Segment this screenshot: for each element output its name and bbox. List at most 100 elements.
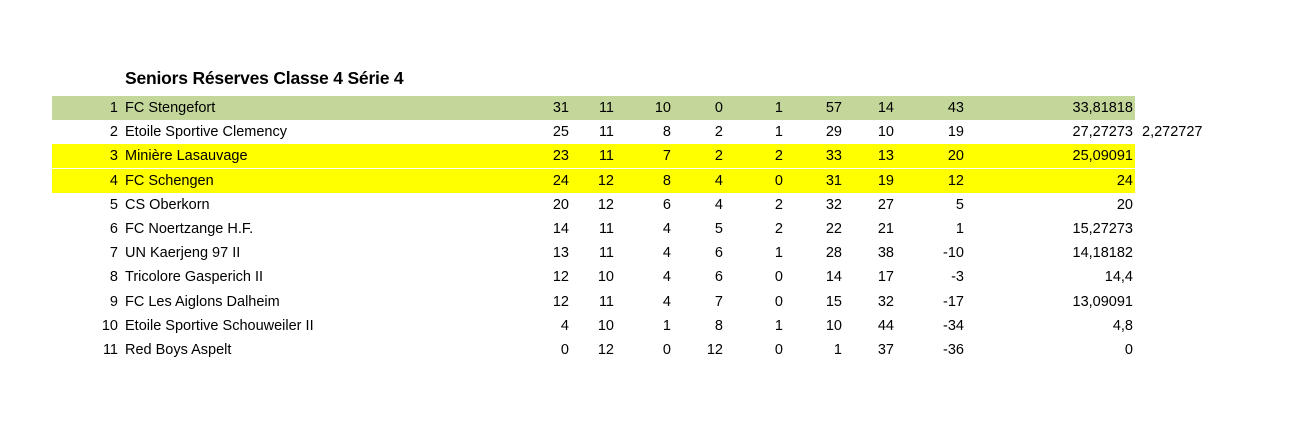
team-name-cell: Etoile Sportive Schouweiler II bbox=[125, 317, 314, 334]
goals-against-cell: 19 bbox=[877, 172, 894, 189]
drawn-cell: 0 bbox=[774, 269, 783, 286]
table-title: Seniors Réserves Classe 4 Série 4 bbox=[125, 68, 404, 88]
ratio-cell: 14,18182 bbox=[1072, 245, 1133, 262]
goal-difference-cell: 5 bbox=[955, 196, 964, 213]
table-row: 8 Tricolore Gasperich II 12 10 4 6 0 14 17 -3 14,4 bbox=[52, 265, 1135, 289]
table-row: 1 FC Stengefort 31 11 10 0 1 57 14 43 33,81818 bbox=[52, 96, 1135, 120]
team-name-cell: CS Oberkorn bbox=[125, 196, 210, 213]
team-name-cell: Red Boys Aspelt bbox=[125, 342, 232, 358]
points-cell: 31 bbox=[552, 100, 569, 116]
goals-against-cell: 14 bbox=[877, 100, 894, 116]
lost-cell: 2 bbox=[714, 124, 723, 141]
lost-cell: 5 bbox=[714, 221, 723, 237]
ratio-cell: 27,27273 bbox=[1072, 124, 1133, 141]
played-cell: 10 bbox=[597, 269, 614, 286]
lost-cell: 4 bbox=[714, 196, 723, 213]
won-cell: 10 bbox=[654, 100, 671, 116]
goals-for-cell: 28 bbox=[825, 245, 842, 262]
extra-value-cell: 2,272727 bbox=[1142, 124, 1203, 141]
rank-cell: 11 bbox=[102, 342, 118, 358]
team-name-cell: FC Schengen bbox=[125, 172, 214, 189]
points-cell: 13 bbox=[552, 245, 569, 262]
rank-cell: 7 bbox=[109, 245, 118, 262]
points-cell: 0 bbox=[560, 342, 569, 358]
goals-against-cell: 10 bbox=[877, 124, 894, 141]
drawn-cell: 0 bbox=[774, 342, 783, 358]
goals-for-cell: 32 bbox=[825, 196, 842, 213]
rank-cell: 10 bbox=[101, 317, 118, 334]
team-name-cell: UN Kaerjeng 97 II bbox=[125, 245, 241, 262]
won-cell: 1 bbox=[662, 317, 671, 334]
goals-for-cell: 29 bbox=[825, 124, 842, 141]
rank-cell: 4 bbox=[109, 172, 118, 189]
goal-difference-cell: 1 bbox=[955, 221, 964, 237]
ratio-cell: 4,8 bbox=[1112, 317, 1133, 334]
lost-cell: 6 bbox=[714, 245, 723, 262]
drawn-cell: 0 bbox=[774, 172, 783, 189]
played-cell: 12 bbox=[597, 172, 614, 189]
points-cell: 12 bbox=[552, 293, 569, 310]
goal-difference-cell: -3 bbox=[951, 269, 964, 286]
ratio-cell: 33,81818 bbox=[1072, 100, 1133, 116]
played-cell: 11 bbox=[598, 245, 614, 262]
won-cell: 0 bbox=[662, 342, 671, 358]
goals-for-cell: 15 bbox=[825, 293, 842, 310]
won-cell: 6 bbox=[662, 196, 671, 213]
drawn-cell: 0 bbox=[774, 293, 783, 310]
drawn-cell: 1 bbox=[774, 124, 783, 141]
goal-difference-cell: -36 bbox=[943, 342, 964, 358]
goals-against-cell: 37 bbox=[877, 342, 894, 358]
drawn-cell: 1 bbox=[774, 317, 783, 334]
won-cell: 7 bbox=[662, 148, 671, 165]
rank-cell: 2 bbox=[109, 124, 118, 141]
lost-cell: 4 bbox=[714, 172, 723, 189]
won-cell: 8 bbox=[662, 124, 671, 141]
table-row: 7 UN Kaerjeng 97 II 13 11 4 6 1 28 38 -10 14,18182 bbox=[52, 241, 1135, 265]
table-row: 10 Etoile Sportive Schouweiler II 4 10 1 8 1 10… bbox=[52, 314, 1135, 338]
goal-difference-cell: -34 bbox=[943, 317, 964, 334]
goal-difference-cell: 12 bbox=[947, 172, 964, 189]
ratio-cell: 13,09091 bbox=[1072, 293, 1133, 310]
drawn-cell: 1 bbox=[774, 100, 783, 116]
played-cell: 12 bbox=[597, 342, 614, 358]
goal-difference-cell: 43 bbox=[947, 100, 964, 116]
ratio-cell: 24 bbox=[1116, 172, 1133, 189]
goals-for-cell: 22 bbox=[825, 221, 842, 237]
lost-cell: 0 bbox=[714, 100, 723, 116]
goal-difference-cell: 20 bbox=[947, 148, 964, 165]
played-cell: 10 bbox=[597, 317, 614, 334]
points-cell: 24 bbox=[552, 172, 569, 189]
won-cell: 4 bbox=[662, 245, 671, 262]
drawn-cell: 1 bbox=[774, 245, 783, 262]
goals-against-cell: 32 bbox=[877, 293, 894, 310]
won-cell: 4 bbox=[662, 293, 671, 310]
table-row: 6 FC Noertzange H.F. 14 11 4 5 2 22 21 1 15,27273 bbox=[52, 217, 1135, 241]
won-cell: 4 bbox=[662, 221, 671, 237]
rank-cell: 5 bbox=[109, 196, 118, 213]
played-cell: 11 bbox=[598, 221, 614, 237]
team-name-cell: FC Noertzange H.F. bbox=[125, 221, 254, 237]
points-cell: 4 bbox=[560, 317, 569, 334]
goals-against-cell: 38 bbox=[877, 245, 894, 262]
played-cell: 11 bbox=[598, 293, 614, 310]
won-cell: 4 bbox=[662, 269, 671, 286]
goals-for-cell: 33 bbox=[825, 148, 842, 165]
team-name-cell: Etoile Sportive Clemency bbox=[125, 124, 287, 141]
goals-for-cell: 10 bbox=[825, 317, 842, 334]
points-cell: 25 bbox=[552, 124, 569, 141]
drawn-cell: 2 bbox=[774, 196, 783, 213]
table-row: 2 Etoile Sportive Clemency 25 11 8 2 1 29 10 19 27… bbox=[52, 120, 1135, 144]
played-cell: 12 bbox=[597, 196, 614, 213]
won-cell: 8 bbox=[662, 172, 671, 189]
goals-against-cell: 27 bbox=[877, 196, 894, 213]
points-cell: 20 bbox=[552, 196, 569, 213]
goals-for-cell: 1 bbox=[833, 342, 842, 358]
table-row: 4 FC Schengen 24 12 8 4 0 31 19 12 24 bbox=[52, 168, 1135, 193]
table-row: 11 Red Boys Aspelt 0 12 0 12 0 1 37 -36 0 bbox=[52, 338, 1135, 362]
table-row: 3 Minière Lasauvage 23 11 7 2 2 33 13 20 25,09091 bbox=[52, 144, 1135, 169]
team-name-cell: FC Stengefort bbox=[125, 100, 216, 116]
team-name-cell: Tricolore Gasperich II bbox=[125, 269, 264, 286]
drawn-cell: 2 bbox=[774, 148, 783, 165]
ratio-cell: 15,27273 bbox=[1072, 221, 1133, 237]
lost-cell: 12 bbox=[706, 342, 723, 358]
